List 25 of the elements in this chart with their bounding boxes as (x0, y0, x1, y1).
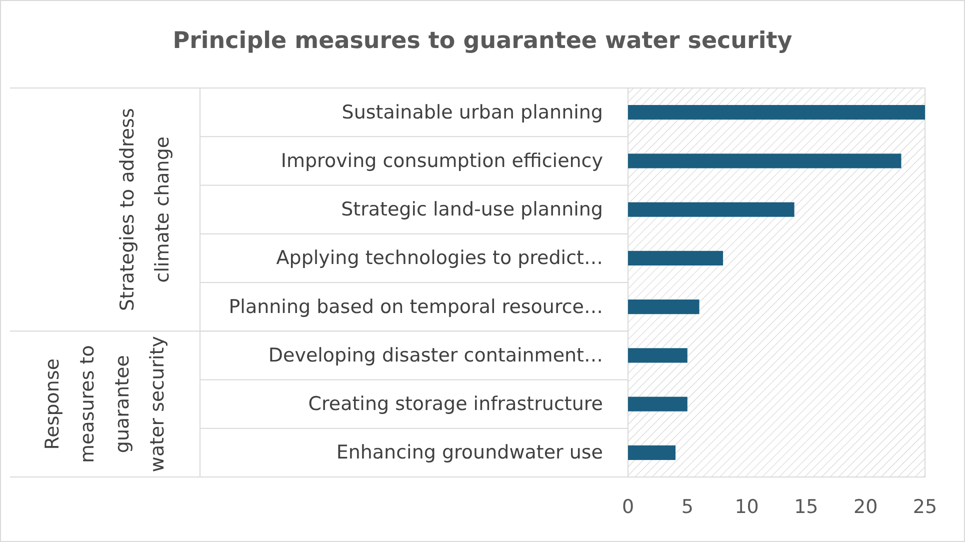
y-tick-label: Sustainable urban planning (342, 101, 603, 124)
x-tick-label: 20 (854, 496, 878, 518)
y-tick-label: Creating storage infrastructure (308, 393, 603, 416)
bar (628, 154, 902, 168)
chart-title: Principle measures to guarantee water security (172, 28, 792, 54)
y-tick-label: Developing disaster containment… (268, 344, 603, 366)
y-tick-label: Enhancing groundwater use (336, 442, 603, 464)
x-tick-label: 10 (734, 496, 759, 518)
x-tick-label: 15 (794, 496, 818, 518)
text: Strategies to address climate change (116, 108, 174, 311)
bar (628, 105, 925, 120)
bar (628, 300, 700, 314)
x-tick-label: 0 (622, 496, 634, 518)
y-tick-label: Strategic land-use planning (341, 198, 603, 221)
bar (628, 202, 794, 217)
y-tick-label: Planning based on temporal resource… (228, 296, 603, 318)
x-tick-label: 25 (912, 496, 938, 518)
bar (628, 250, 724, 266)
y-tick-label: Applying technologies to predict… (276, 247, 603, 270)
y-tick-label: Improving consumption efficiency (280, 150, 603, 172)
x-tick-label: 5 (681, 496, 694, 518)
text: Response measures to guarantee water security (42, 336, 168, 472)
bar (628, 396, 688, 412)
bar (628, 348, 688, 363)
bar (628, 445, 676, 460)
